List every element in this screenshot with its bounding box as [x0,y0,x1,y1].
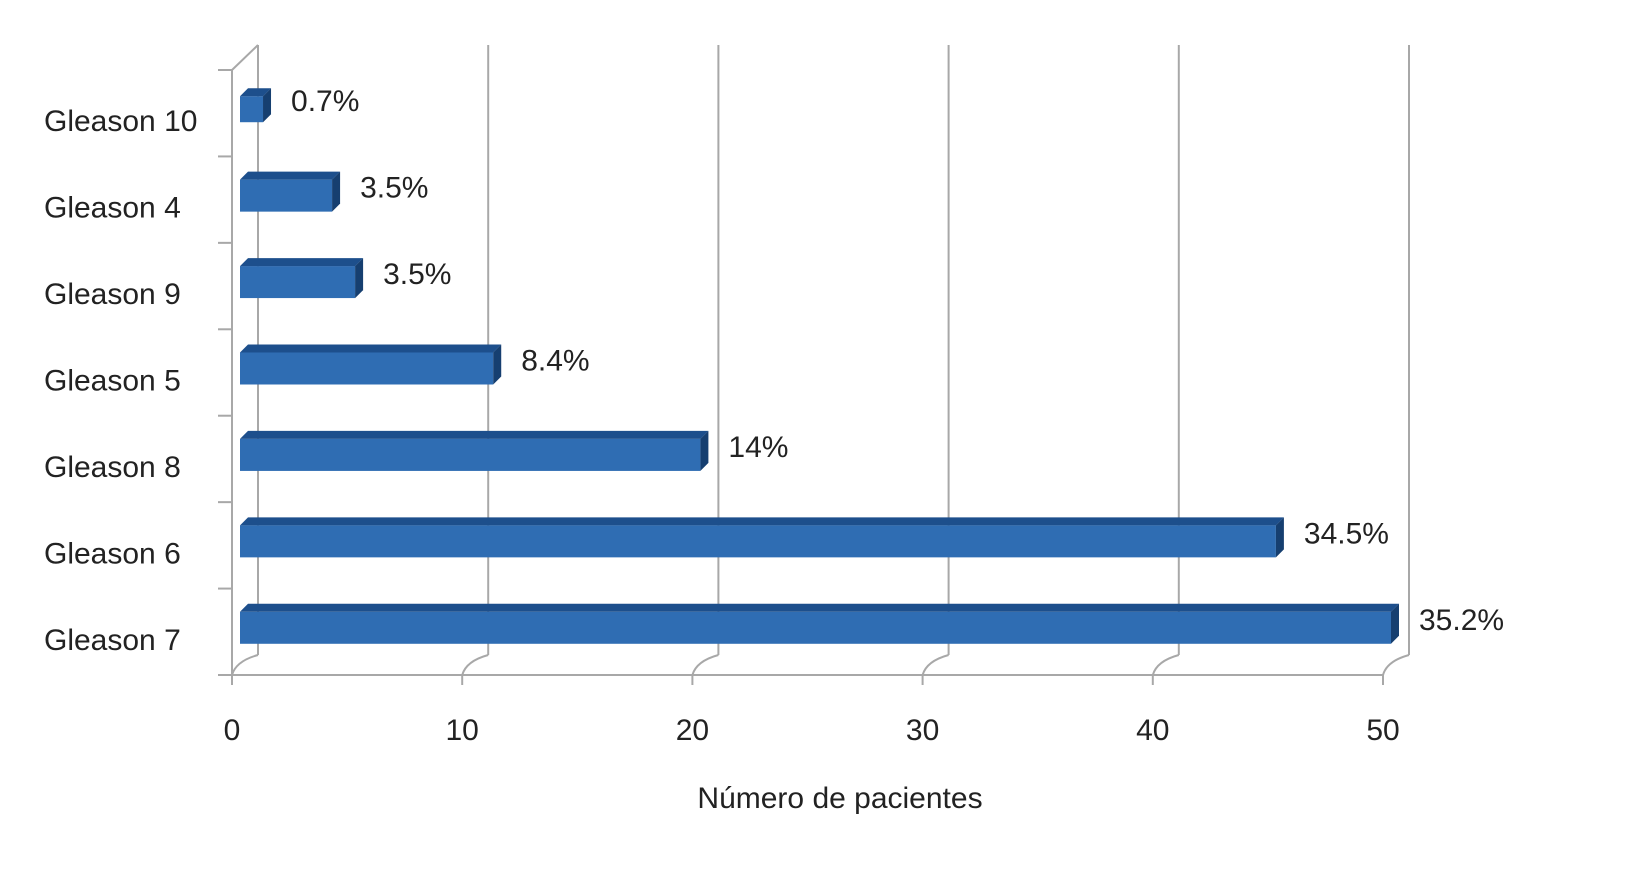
bar-gleason-8 [240,430,709,471]
bar-top [240,258,364,267]
y-tick-label: Gleason 8 [44,451,181,484]
floor-gridline [691,654,719,676]
bar-top [240,171,341,180]
x-tick-label: 0 [224,714,241,747]
data-label: 3.5% [360,172,428,205]
bar-side [1391,603,1399,644]
y-axis-top-edge [231,44,259,71]
floor-gridline [461,654,489,676]
bar-front [240,525,1276,558]
labels: 0 10 20 30 40 50 0.7% Gleason 10 3.5% Gleason 4 3.… [44,85,1504,747]
bar-top [240,430,709,439]
bar-front [240,179,333,212]
data-label: 35.2% [1419,604,1504,637]
x-tick-label: 50 [1366,714,1399,747]
bar-side [263,88,272,123]
bar-gleason-5 [240,344,502,385]
y-tick-label: Gleason 10 [44,105,197,138]
floor-gridline [231,654,259,676]
data-label: 3.5% [383,258,451,291]
bar-side [355,258,364,299]
x-tick-label: 10 [446,714,479,747]
x-tick-label: 30 [906,714,939,747]
bar-top [240,517,1284,526]
bar-top [240,344,502,353]
bar-side [332,171,341,212]
floor-gridline [921,654,949,676]
data-label: 14% [728,431,788,464]
x-tick-label: 40 [1136,714,1169,747]
bar-gleason-7 [240,603,1399,644]
y-tick-label: Gleason 4 [44,192,181,225]
bars [240,88,1399,644]
bar-front [240,266,356,299]
bar-front [240,96,264,123]
data-label: 8.4% [521,345,589,378]
bar-front [240,611,1391,644]
bar-gleason-4 [240,171,341,212]
bar-side [700,430,709,471]
y-tick-label: Gleason 5 [44,365,181,398]
floor-gridline [1151,654,1180,676]
bar-side [1275,517,1284,558]
bar-front [240,438,701,471]
bar-gleason-9 [240,258,364,299]
bar-top [240,88,272,97]
x-tick-label: 20 [676,714,709,747]
bar-side [493,344,502,385]
bar-top [240,603,1399,612]
data-label: 0.7% [291,85,359,118]
bar-gleason-6 [240,517,1284,558]
bar-gleason-10 [240,88,272,123]
bar-front [240,352,494,385]
y-tick-label: Gleason 6 [44,537,181,570]
floor-gridline [1382,654,1410,676]
y-tick-label: Gleason 7 [44,624,181,657]
y-tick-label: Gleason 9 [44,278,181,311]
x-axis-title: Número de pacientes [697,782,982,815]
data-label: 34.5% [1304,517,1389,550]
